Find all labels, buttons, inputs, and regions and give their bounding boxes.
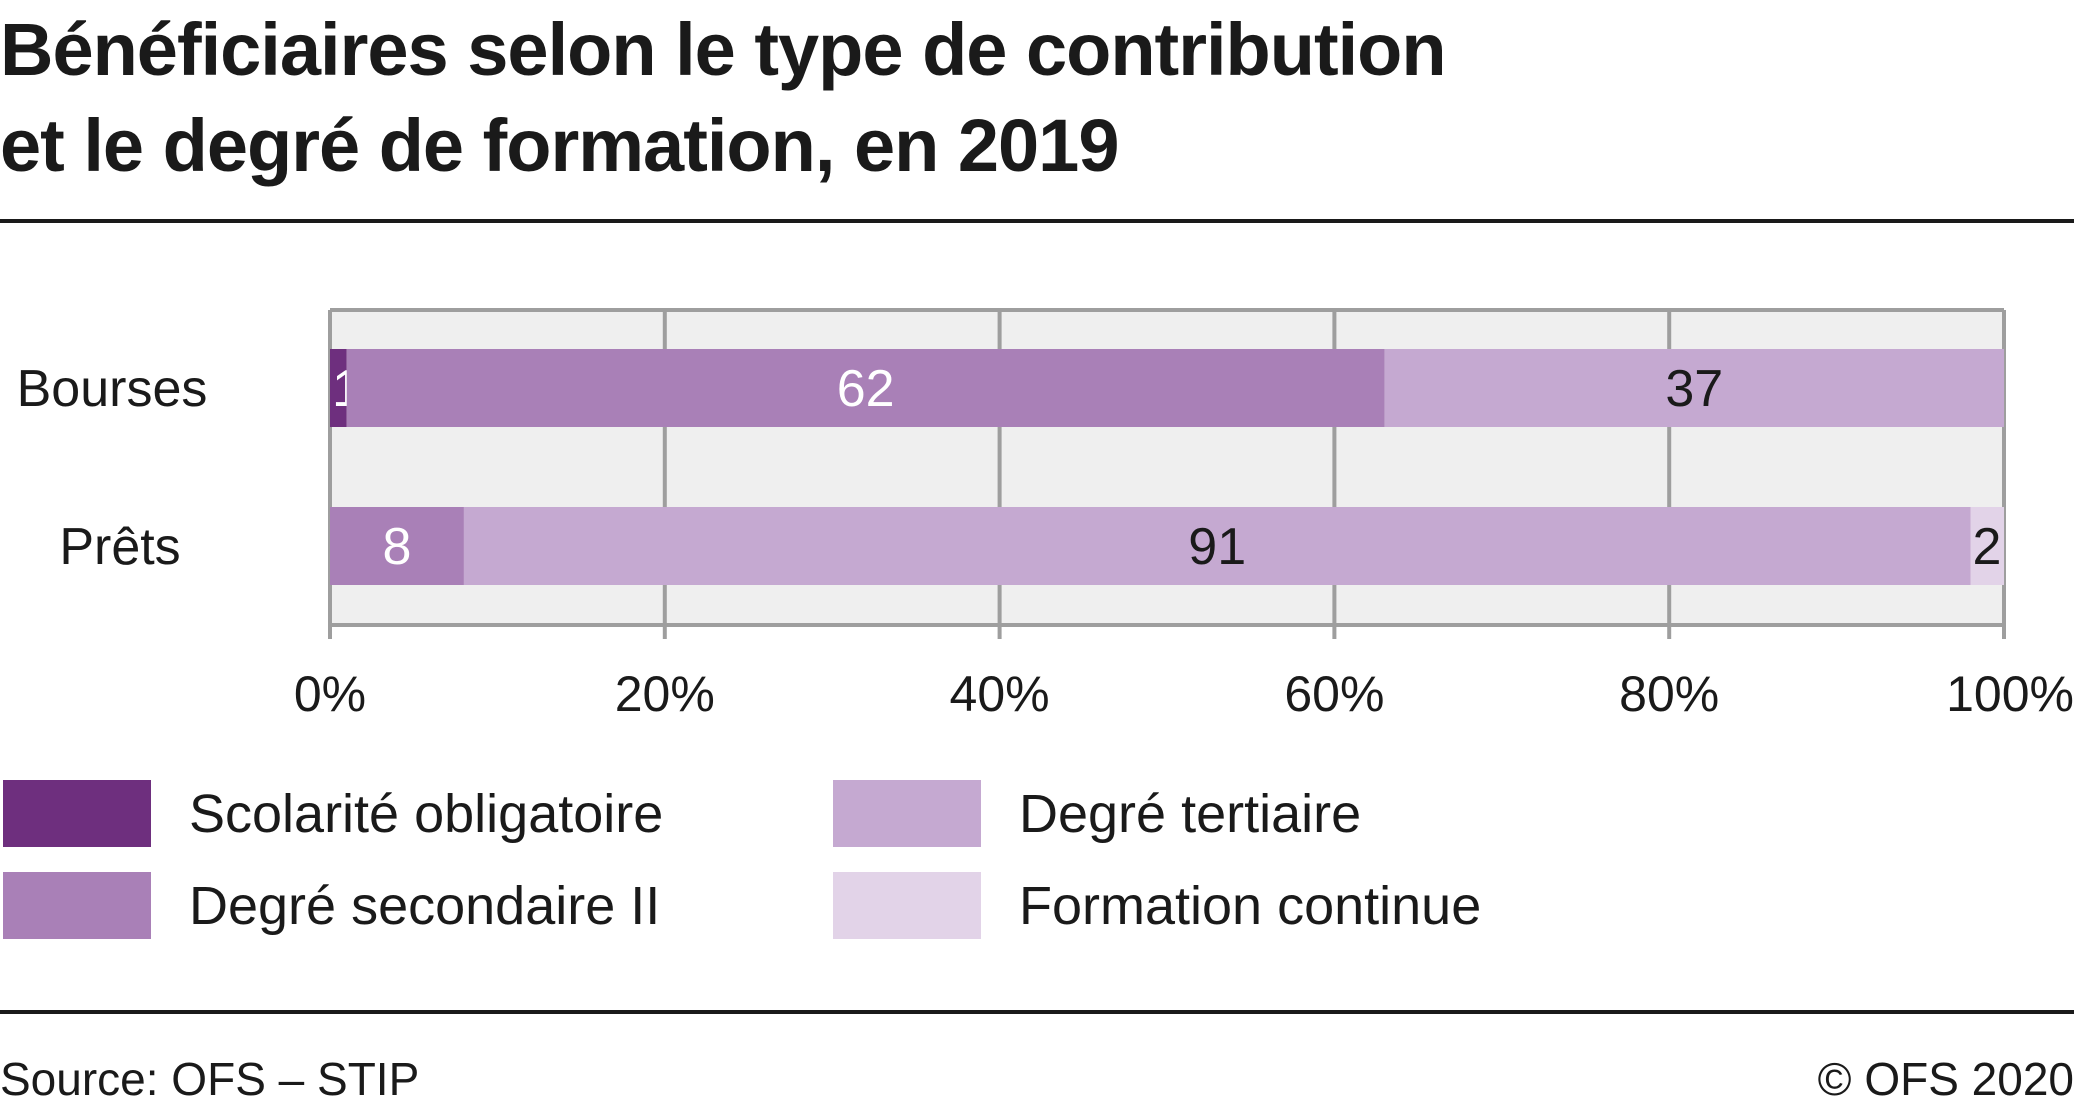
copyright-note: © OFS 2020 xyxy=(1817,1053,2074,1105)
legend-swatch xyxy=(833,872,981,939)
bar-prêts-series-3 xyxy=(1970,507,2004,585)
bars: 1 62 378 91 2 xyxy=(330,349,2004,585)
legend-label: Degré tertiaire xyxy=(1019,783,1362,844)
x-tick-label-40: 40% xyxy=(950,666,1050,722)
bar-bourses-series-2 xyxy=(1384,349,2004,427)
bar-bourses-series-0 xyxy=(330,349,347,427)
source-note: Source: OFS – STIP xyxy=(0,1053,420,1105)
value-label-bourses-series-2: 37 xyxy=(1665,360,1723,418)
category-label-0: Bourses xyxy=(17,360,208,418)
value-label-prêts-series-2: 91 xyxy=(1188,518,1246,576)
legend-item-1: Degré secondaire II xyxy=(3,872,660,939)
value-label-bourses-series-1: 62 xyxy=(837,360,895,418)
x-tick-label-100: 100% xyxy=(1946,666,2074,722)
bar-prêts-series-1 xyxy=(330,507,464,585)
chart-title-line-2: et le degré de formation, en 2019 xyxy=(0,104,1119,187)
chart-title-line-1: Bénéficiaires selon le type de contribut… xyxy=(0,8,1447,91)
top-rule xyxy=(0,219,2074,223)
legend-swatch xyxy=(833,780,981,847)
legend-label: Scolarité obligatoire xyxy=(189,783,664,844)
legend-item-2: Degré tertiaire xyxy=(833,780,1361,847)
category-labels: Bourses Prêts xyxy=(17,360,208,576)
legend-item-0: Scolarité obligatoire xyxy=(3,780,663,847)
x-tick-label-20: 20% xyxy=(615,666,715,722)
legend-swatch xyxy=(3,780,151,847)
legend-label: Formation continue xyxy=(1019,875,1482,936)
legend-swatch xyxy=(3,872,151,939)
legend-item-3: Formation continue xyxy=(833,872,1481,939)
bar-bourses-series-1 xyxy=(346,349,1385,427)
chart-title: Bénéficiaires selon le type de contribut… xyxy=(0,2,2074,194)
category-label-1: Prêts xyxy=(59,518,180,576)
x-tick-label-0: 0% xyxy=(294,666,366,722)
value-label-prêts-series-1: 8 xyxy=(382,518,411,576)
value-label-prêts-series-3: 2 xyxy=(1973,518,2002,576)
x-tick-label-60: 60% xyxy=(1284,666,1384,722)
bar-prêts-series-2 xyxy=(463,507,1971,585)
legend-label: Degré secondaire II xyxy=(189,875,661,936)
x-tick-label-80: 80% xyxy=(1619,666,1719,722)
x-axis-ticks: 0% 20% 40% 60% 80% 100% xyxy=(294,666,2074,722)
bottom-rule xyxy=(0,1010,2074,1014)
